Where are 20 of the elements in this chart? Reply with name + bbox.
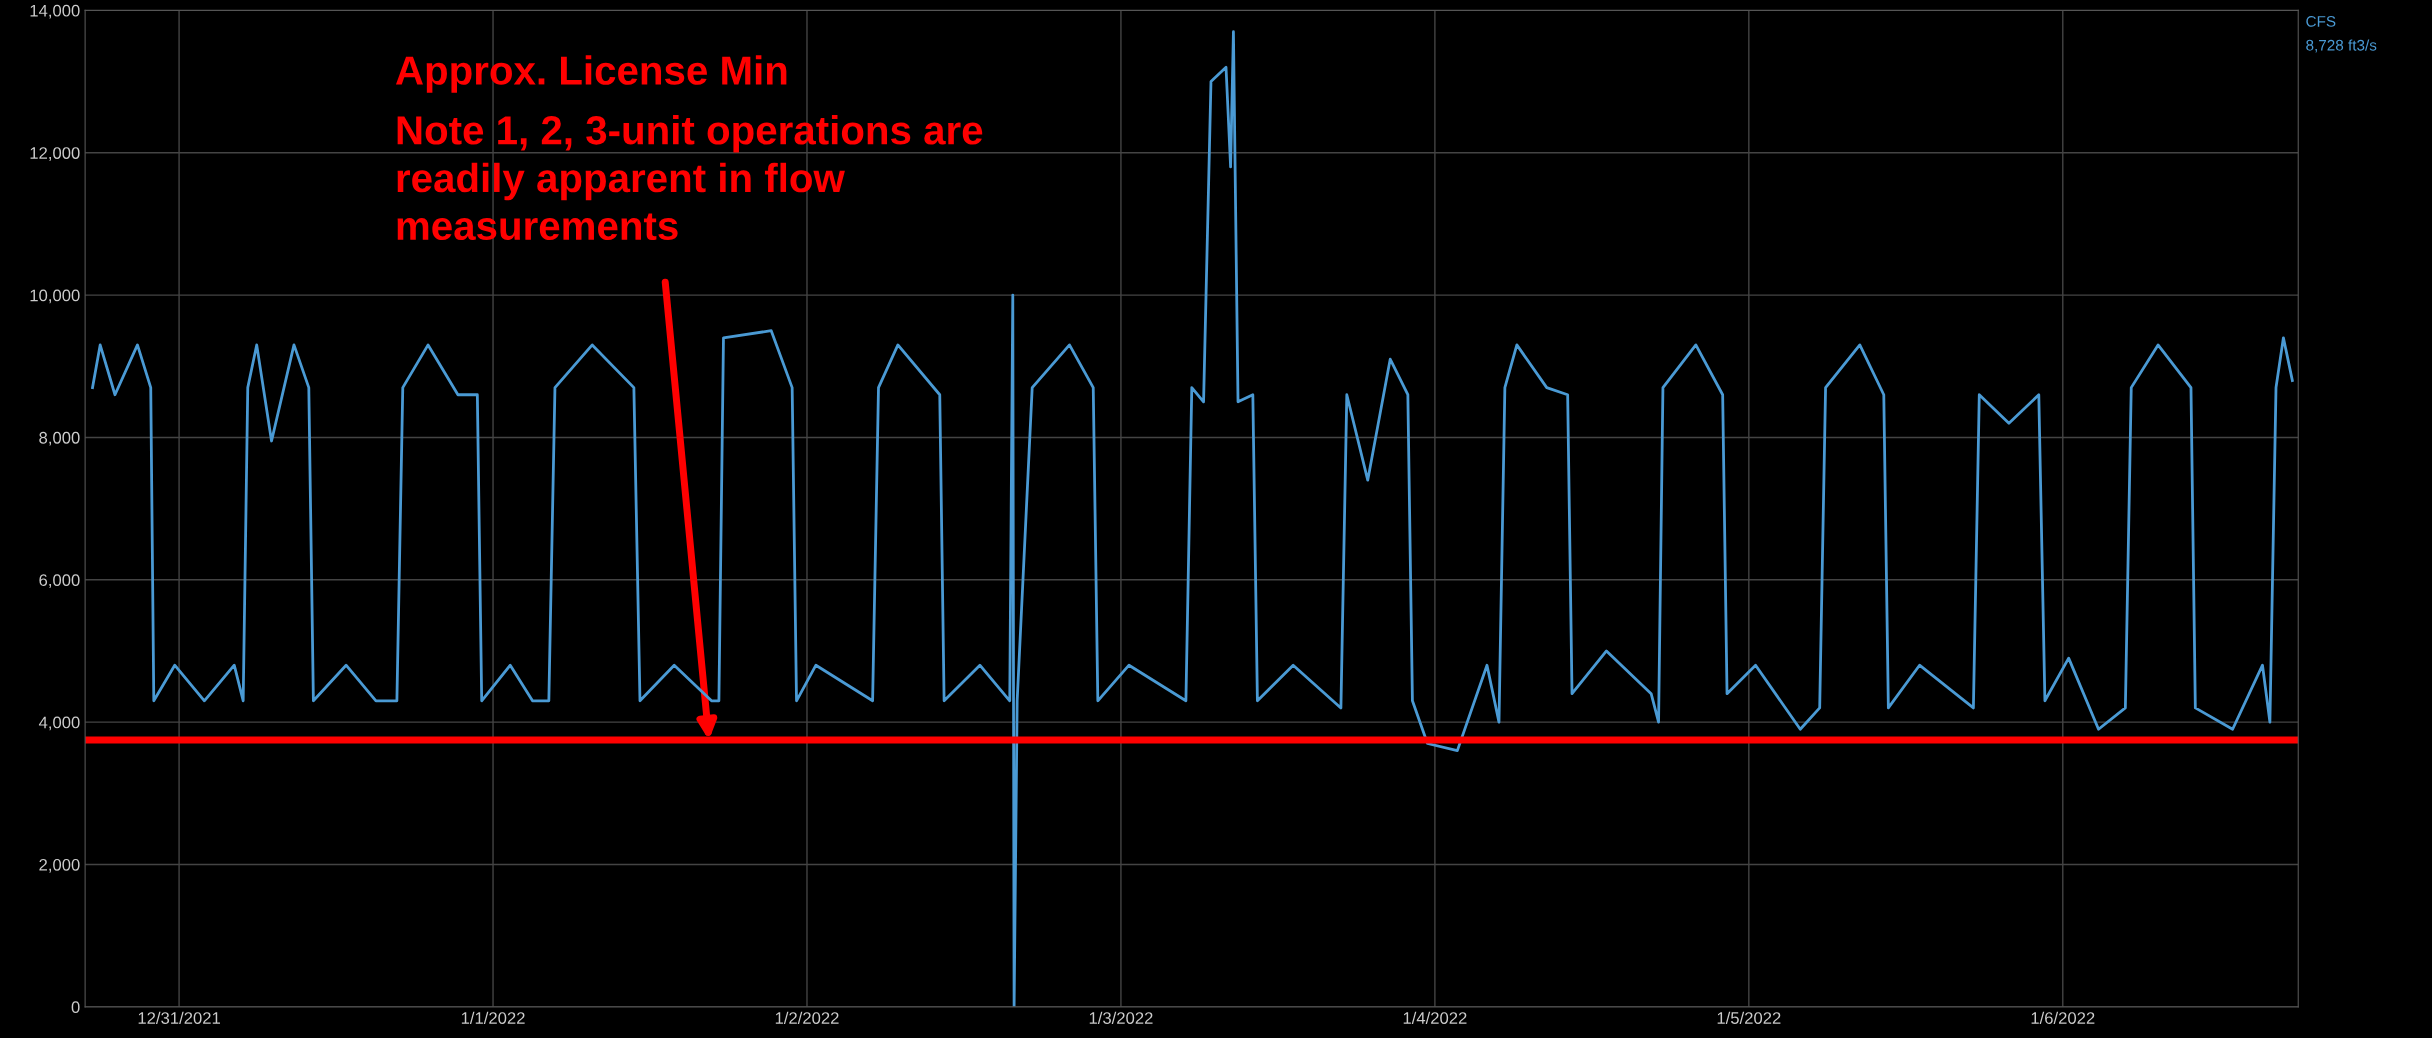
y-tick-label: 2,000 [39, 858, 80, 873]
x-tick-label: 1/5/2022 [1717, 1011, 1781, 1024]
text: CFS [2306, 15, 2336, 27]
x-tick-label: 1/4/2022 [1403, 1011, 1467, 1024]
y-tick-label: 0 [71, 1001, 80, 1014]
text: 8,728 ft3/s [2306, 39, 2377, 53]
x-tick-label: 1/1/2022 [461, 1011, 525, 1024]
y-tick-label: 10,000 [30, 289, 80, 304]
x-tick-label: 1/2/2022 [775, 1011, 839, 1024]
x-tick-label: 1/3/2022 [1089, 1011, 1153, 1024]
x-tick-label: 12/31/2021 [138, 1011, 220, 1024]
y-tick-label: 12,000 [30, 147, 80, 161]
y-tick-label: 4,000 [38, 716, 80, 731]
annotation: Note 1, 2, 3-unit operations are readily apparent in flow measurements [397, 115, 983, 241]
x-tick-label: 1/6/2022 [2031, 1011, 2095, 1024]
y-tick-label: 8,000 [39, 431, 80, 446]
y-tick-label: 14,000 [30, 4, 80, 19]
ref-line-label: Approx. License Min [395, 55, 787, 93]
line-series [91, 30, 2294, 1007]
y-tick-label: 6,000 [39, 574, 80, 588]
